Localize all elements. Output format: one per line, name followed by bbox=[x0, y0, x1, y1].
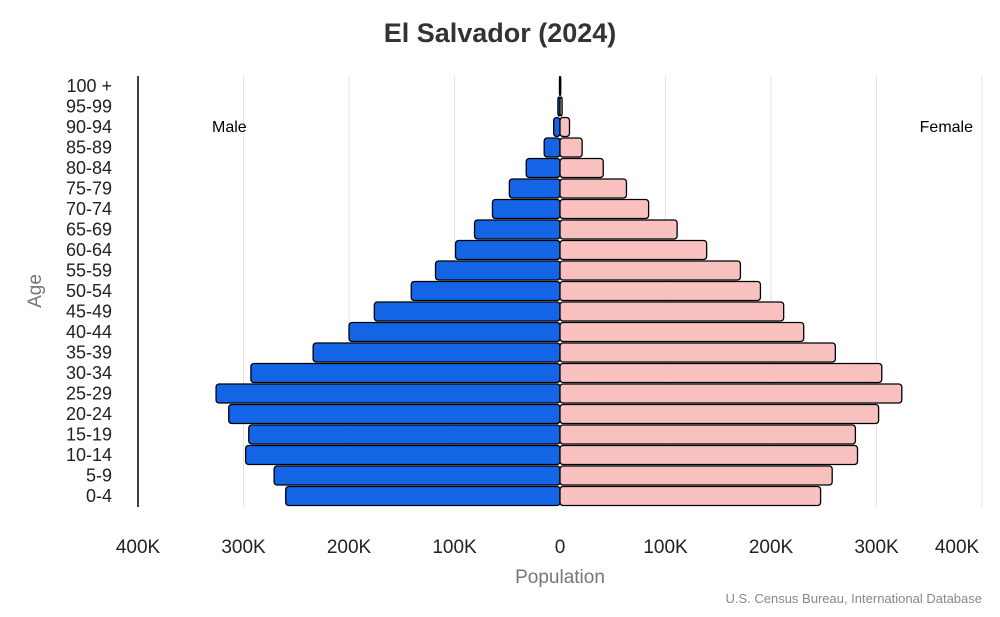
bar-female-20-24 bbox=[559, 403, 880, 425]
x-tick-label: 200K bbox=[749, 537, 794, 558]
y-tick-label: 45-49 bbox=[66, 302, 112, 322]
x-tick-label: 0 bbox=[555, 537, 566, 558]
bar-male-25-29 bbox=[215, 383, 561, 404]
bar-male-70-74 bbox=[491, 198, 561, 220]
x-tick-label: 100K bbox=[432, 537, 477, 558]
bar-male-40-44 bbox=[348, 321, 561, 343]
y-tick-label: 85-89 bbox=[66, 138, 112, 158]
y-tick-label: 90-94 bbox=[66, 117, 112, 137]
bar-male-35-39 bbox=[312, 342, 561, 363]
bar-female-40-44 bbox=[559, 321, 805, 343]
y-axis-label: Age bbox=[25, 274, 46, 308]
bar-female-95-99 bbox=[559, 96, 563, 117]
bar-female-60-64 bbox=[559, 239, 708, 261]
x-tick-label: 400K bbox=[116, 537, 161, 558]
legend-male: Male bbox=[212, 119, 247, 136]
bar-male-65-69 bbox=[473, 219, 561, 240]
y-tick-label: 70-74 bbox=[66, 199, 112, 219]
y-tick-label: 10-14 bbox=[66, 445, 112, 465]
bar-male-80-84 bbox=[525, 157, 561, 179]
bar-female-5-9 bbox=[559, 465, 833, 486]
y-tick-label: 50-54 bbox=[66, 281, 112, 301]
source-note: U.S. Census Bureau, International Databa… bbox=[725, 591, 982, 606]
x-tick-label: 200K bbox=[327, 537, 372, 558]
bar-female-80-84 bbox=[559, 157, 604, 179]
bar-female-30-34 bbox=[559, 362, 883, 384]
bar-male-75-79 bbox=[508, 178, 561, 199]
y-tick-label: 15-19 bbox=[66, 425, 112, 445]
x-tick-label: 100K bbox=[643, 537, 688, 558]
bar-female-0-4 bbox=[559, 485, 822, 507]
x-tick-label: 300K bbox=[221, 537, 266, 558]
y-tick-label: 5-9 bbox=[86, 466, 112, 486]
bar-male-55-59 bbox=[434, 260, 561, 281]
bar-female-10-14 bbox=[559, 444, 859, 466]
y-tick-label: 35-39 bbox=[66, 343, 112, 363]
y-tick-label: 60-64 bbox=[66, 240, 112, 260]
bar-female-55-59 bbox=[559, 260, 742, 281]
bar-male-0-4 bbox=[285, 485, 561, 507]
bar-male-45-49 bbox=[373, 301, 561, 322]
bar-female-90-94 bbox=[559, 116, 571, 138]
bar-female-70-74 bbox=[559, 198, 650, 220]
bar-female-85-89 bbox=[559, 137, 583, 158]
y-tick-label: 0-4 bbox=[86, 486, 112, 506]
bar-male-10-14 bbox=[244, 444, 561, 466]
y-tick-label: 75-79 bbox=[66, 179, 112, 199]
bar-female-75-79 bbox=[559, 178, 628, 199]
bar-male-30-34 bbox=[250, 362, 561, 384]
bar-female-100 bbox=[559, 75, 562, 97]
bar-female-25-29 bbox=[559, 383, 903, 404]
y-tick-label: 20-24 bbox=[66, 404, 112, 424]
bar-male-5-9 bbox=[273, 465, 561, 486]
bar-male-60-64 bbox=[454, 239, 561, 261]
y-tick-label: 30-34 bbox=[66, 363, 112, 383]
x-tick-label: 300K bbox=[854, 537, 899, 558]
y-tick-label: 100 + bbox=[66, 76, 112, 96]
bar-female-45-49 bbox=[559, 301, 785, 322]
y-tick-label: 55-59 bbox=[66, 261, 112, 281]
bar-male-20-24 bbox=[228, 403, 561, 425]
y-tick-label: 25-29 bbox=[66, 384, 112, 404]
x-axis-label: Population bbox=[515, 567, 605, 588]
bar-female-15-19 bbox=[559, 424, 857, 445]
bar-female-50-54 bbox=[559, 280, 762, 302]
y-tick-label: 40-44 bbox=[66, 322, 112, 342]
chart-title: El Salvador (2024) bbox=[384, 18, 617, 48]
x-tick-label: 400K bbox=[935, 537, 980, 558]
bar-male-85-89 bbox=[543, 137, 561, 158]
bar-female-35-39 bbox=[559, 342, 837, 363]
bar-male-15-19 bbox=[248, 424, 561, 445]
legend-female: Female bbox=[920, 119, 973, 136]
bar-male-50-54 bbox=[410, 280, 561, 302]
y-tick-label: 80-84 bbox=[66, 158, 112, 178]
y-tick-label: 65-69 bbox=[66, 220, 112, 240]
y-tick-label: 95-99 bbox=[66, 97, 112, 117]
bar-female-65-69 bbox=[559, 219, 678, 240]
bar-male-90-94 bbox=[553, 116, 561, 138]
